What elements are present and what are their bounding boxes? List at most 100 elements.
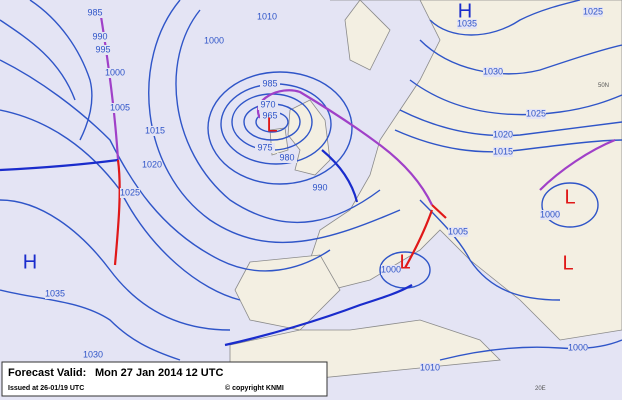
isobar-label-bg [493, 130, 513, 140]
isobar-label-bg [110, 103, 130, 113]
isobar-label-bg [483, 67, 503, 77]
isobar-label-bg [310, 183, 330, 193]
isobar-label: 1015 [145, 125, 165, 135]
isobar-label: 1010 [420, 362, 440, 372]
isobar-label-bg [45, 289, 65, 299]
isobar-label-bg [142, 160, 162, 170]
warm-front [431, 204, 447, 219]
isobar-label: 965 [262, 110, 277, 120]
isobar [0, 289, 181, 361]
isobar-label-bg [420, 363, 440, 373]
isobar-label-bg [277, 153, 297, 163]
pressure-center: L [564, 186, 575, 208]
isobar [0, 59, 331, 272]
isobar [439, 339, 622, 361]
isobar-label-bg [457, 19, 477, 29]
copyright: © copyright KNMI [225, 384, 284, 392]
pressure-center: L [266, 114, 277, 136]
isobar-label: 985 [262, 78, 277, 88]
isobar-label: 1025 [526, 108, 546, 118]
isobar-label: 975 [257, 142, 272, 152]
isobars [0, 0, 622, 361]
pressure-center: L [399, 251, 410, 273]
isobar-label: 1005 [448, 226, 468, 236]
isobar-label-bg [258, 100, 278, 110]
grid-label: 20E [535, 386, 546, 392]
isobar-label: 980 [279, 152, 294, 162]
isobar-label-bg [83, 350, 103, 360]
isobar-label: 990 [92, 31, 107, 41]
isobar-label-bg [145, 126, 165, 136]
isobar-label-bg [90, 32, 110, 42]
footer: Forecast Valid: Mon 27 Jan 2014 12 UTC I… [1, 361, 328, 397]
isobar-label-bg [260, 111, 280, 121]
pressure-center: H [458, 0, 472, 22]
grid-label: 50N [598, 83, 609, 89]
cold-front [404, 209, 434, 269]
cold-front [224, 284, 413, 347]
isobar-label-bg [105, 68, 125, 78]
isobar-label: 1020 [142, 159, 162, 169]
isobar-label: 1000 [381, 264, 401, 274]
isobar-label-bg [448, 227, 468, 237]
warm-front [113, 159, 121, 266]
isobar-label: 1010 [257, 11, 277, 21]
fronts [0, 9, 616, 347]
pressure-center: H [23, 251, 37, 273]
isobar-label: 985 [87, 7, 102, 17]
occluded-front [539, 138, 616, 191]
isobar-label: 990 [312, 182, 327, 192]
isobar-label: 970 [260, 99, 275, 109]
isobar [409, 79, 622, 116]
isobar-label: 1025 [583, 6, 603, 16]
isobar [541, 182, 599, 228]
issued: Issued at 26-01/19 UTC [8, 385, 84, 392]
isobar [29, 0, 93, 141]
isobar-label-bg [526, 109, 546, 119]
cold-front [321, 149, 359, 203]
isobar-label-bg [120, 188, 140, 198]
isobar-label-bg [93, 45, 113, 55]
cold-front [0, 158, 119, 172]
isobar-label-bg [568, 343, 588, 353]
isobar-label: 1025 [120, 187, 140, 197]
isobar-label: 1030 [83, 349, 103, 359]
isobar-label: 1035 [45, 288, 65, 298]
isobar-label: 1000 [105, 67, 125, 77]
isobar [419, 199, 561, 301]
valid-time: Mon 27 Jan 2014 12 UTC [95, 367, 223, 379]
isobar-label: 1000 [204, 35, 224, 45]
isobar-label-bg [540, 210, 560, 220]
isobar-label-bg [583, 7, 603, 17]
isobar-label: 1000 [540, 209, 560, 219]
isobar-label: 1020 [493, 129, 513, 139]
pressure-center: L [562, 252, 573, 274]
isobar-label-bg [255, 143, 275, 153]
isobar [429, 0, 581, 36]
isobar [419, 39, 622, 75]
isobar [207, 71, 353, 185]
isobar-label-bg [381, 265, 401, 275]
isobar [394, 129, 622, 153]
isobar-label-bg [85, 8, 105, 18]
occluded-front [98, 9, 120, 161]
isobar-label: 1035 [457, 18, 477, 28]
isobar [175, 9, 381, 224]
valid-label: Forecast Valid: [8, 367, 86, 379]
isobar-label-bg [204, 36, 224, 46]
isobar-label: 1005 [110, 102, 130, 112]
isobar-label: 1015 [493, 146, 513, 156]
isobar-label-bg [260, 79, 280, 89]
isobar-label-bg [257, 12, 277, 22]
isobar-label-bg [493, 147, 513, 157]
isobar-label: 1030 [483, 66, 503, 76]
isobar [0, 199, 231, 331]
isobar [0, 19, 76, 101]
occluded-front [256, 89, 433, 206]
isobar-label: 995 [95, 44, 110, 54]
isobar-label: 1000 [568, 342, 588, 352]
isobar [148, 0, 401, 244]
isobar [399, 109, 622, 137]
footer-box [1, 361, 328, 397]
